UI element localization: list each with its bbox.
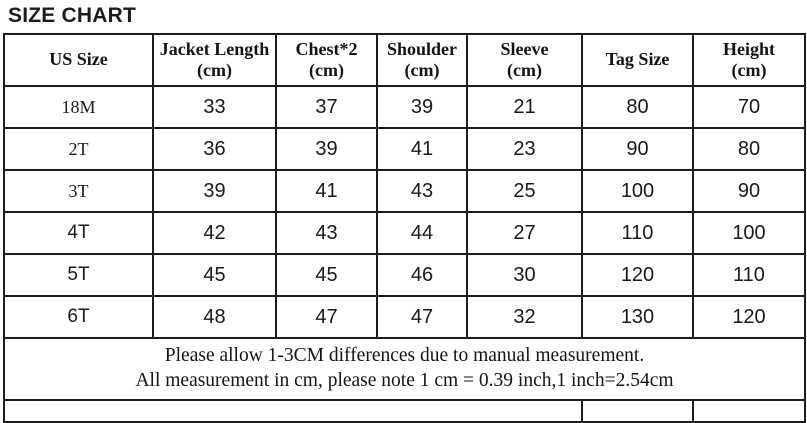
value-cell: 110 — [581, 211, 694, 255]
value-cell: 48 — [152, 295, 277, 339]
column-header-label: Height — [723, 38, 775, 59]
value-cell: 80 — [581, 85, 694, 129]
table-header: US Size Jacket Length (cm) Chest*2 (cm) Shoul… — [3, 33, 806, 87]
column-header-shoulder: Shoulder (cm) — [376, 33, 468, 87]
value-cell: 41 — [275, 169, 378, 213]
column-header-label: Sleeve — [500, 38, 549, 59]
column-header-unit: (cm) — [309, 60, 344, 80]
partial-cell-left — [3, 399, 583, 423]
value-cell: 46 — [376, 253, 468, 297]
column-header-unit: (cm) — [731, 60, 767, 80]
value-cell: 100 — [581, 169, 694, 213]
value-cell: 80 — [692, 127, 806, 171]
value-cell: 47 — [275, 295, 378, 339]
us-size-cell: 3T — [3, 169, 154, 213]
value-cell: 120 — [581, 253, 694, 297]
column-header-height: Height (cm) — [692, 33, 806, 87]
us-size-cell: 6T — [3, 295, 154, 339]
table-row-2t: 2T 36 39 41 23 90 80 — [3, 127, 806, 171]
measurement-note-cell: Please allow 1-3CM differences due to ma… — [3, 337, 806, 401]
value-cell: 30 — [466, 253, 583, 297]
table-footer: Please allow 1-3CM differences due to ma… — [3, 337, 806, 423]
value-cell: 39 — [152, 169, 277, 213]
value-cell: 110 — [692, 253, 806, 297]
value-cell: 41 — [376, 127, 468, 171]
value-cell: 23 — [466, 127, 583, 171]
value-cell: 37 — [275, 85, 378, 129]
us-size-cell: 18M — [3, 85, 154, 129]
column-header-chest-2: Chest*2 (cm) — [275, 33, 378, 87]
value-cell: 100 — [692, 211, 806, 255]
size-chart-page: SIZE CHART US Size Jacket Length (cm) Chest… — [0, 4, 807, 423]
column-header-tag-size: Tag Size — [581, 33, 694, 87]
value-cell: 43 — [275, 211, 378, 255]
table-row-6t: 6T 48 47 47 32 130 120 — [3, 295, 806, 339]
table-row-5t: 5T 45 45 46 30 120 110 — [3, 253, 806, 297]
partial-cell-height — [692, 399, 806, 423]
value-cell: 39 — [275, 127, 378, 171]
table-row-4t: 4T 42 43 44 27 110 100 — [3, 211, 806, 255]
column-header-unit: (cm) — [507, 60, 542, 80]
table-row-3t: 3T 39 41 43 25 100 90 — [3, 169, 806, 213]
value-cell: 47 — [376, 295, 468, 339]
value-cell: 36 — [152, 127, 277, 171]
us-size-cell: 4T — [3, 211, 154, 255]
value-cell: 90 — [581, 127, 694, 171]
us-size-cell: 5T — [3, 253, 154, 297]
column-header-sleeve: Sleeve (cm) — [466, 33, 583, 87]
value-cell: 45 — [152, 253, 277, 297]
note-line-2: All measurement in cm, please note 1 cm … — [135, 370, 674, 391]
column-header-label: Shoulder — [386, 38, 458, 59]
value-cell: 120 — [692, 295, 806, 339]
value-cell: 39 — [376, 85, 468, 129]
value-cell: 25 — [466, 169, 583, 213]
partial-cutoff-row — [3, 399, 806, 423]
us-size-cell: 2T — [3, 127, 154, 171]
column-header-jacket-length: Jacket Length (cm) — [152, 33, 277, 87]
size-chart-table: US Size Jacket Length (cm) Chest*2 (cm) Shoul… — [3, 33, 806, 423]
table-row-18m: 18M 33 37 39 21 80 70 — [3, 85, 806, 129]
value-cell: 70 — [692, 85, 806, 129]
value-cell: 44 — [376, 211, 468, 255]
column-header-us-size: US Size — [3, 33, 154, 87]
value-cell: 33 — [152, 85, 277, 129]
note-row: Please allow 1-3CM differences due to ma… — [3, 337, 806, 401]
partial-cell-tag-size — [581, 399, 694, 423]
value-cell: 45 — [275, 253, 378, 297]
value-cell: 42 — [152, 211, 277, 255]
column-header-label: US Size — [49, 49, 108, 70]
column-header-label: Chest*2 — [295, 38, 358, 59]
table-header-row: US Size Jacket Length (cm) Chest*2 (cm) Shoul… — [3, 33, 806, 87]
value-cell: 90 — [692, 169, 806, 213]
table-body: 18M 33 37 39 21 80 70 2T 36 39 41 23 90 80 3T 39 41 43 25 1… — [3, 85, 806, 339]
value-cell: 43 — [376, 169, 468, 213]
value-cell: 130 — [581, 295, 694, 339]
value-cell: 21 — [466, 85, 583, 129]
note-line-1: Please allow 1-3CM differences due to ma… — [164, 345, 645, 367]
column-header-label: Tag Size — [605, 49, 670, 70]
page-title: SIZE CHART — [8, 4, 136, 27]
column-header-label: Jacket Length — [159, 38, 270, 59]
value-cell: 27 — [466, 211, 583, 255]
value-cell: 32 — [466, 295, 583, 339]
column-header-unit: (cm) — [404, 60, 440, 80]
column-header-unit: (cm) — [197, 60, 232, 80]
